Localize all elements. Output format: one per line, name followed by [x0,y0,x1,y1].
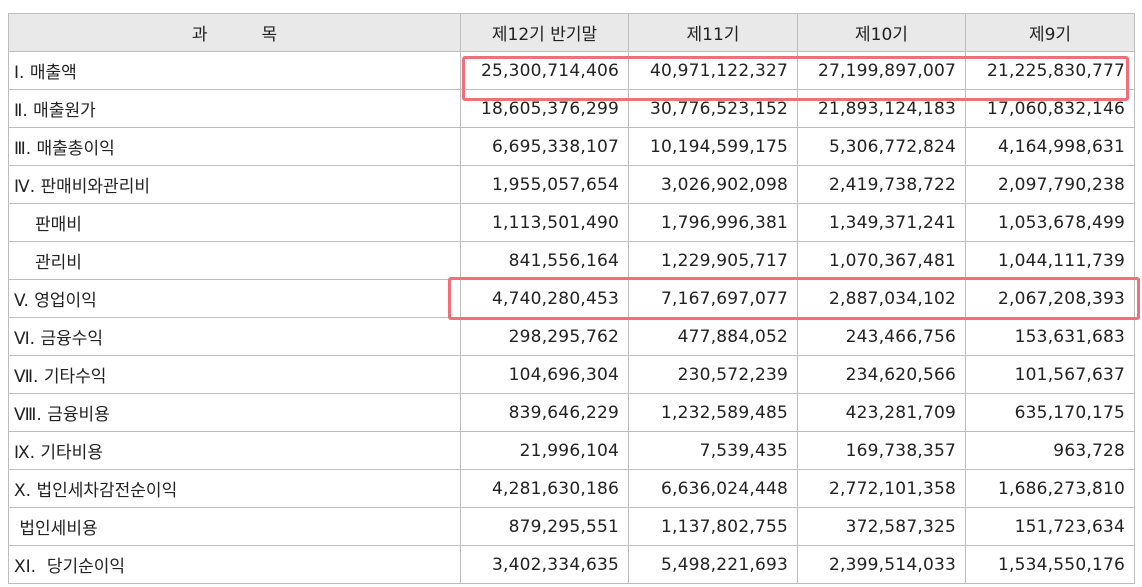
amount-cell: 4,164,998,631 [965,127,1135,166]
amount-cell: 4,740,280,453 [460,279,629,318]
amount-cell: 243,466,756 [797,317,966,356]
row-label: 관리비 [8,241,461,280]
row-label: V. 영업이익 [8,279,461,318]
row-label: Ⅱ. 매출원가 [8,89,461,128]
table-row: I. 매출액 25,300,714,406 40,971,122,327 27,199… [8,51,1135,90]
amount-cell: 4,281,630,186 [460,469,629,508]
row-label: 법인세비용 [8,507,461,546]
table-row: Ⅷ. 금융비용 839,646,229 1,232,589,485 423,281,7… [8,393,1135,432]
amount-cell: 1,053,678,499 [965,203,1135,242]
table-row: Ⅳ. 판매비와관리비 1,955,057,654 3,026,902,098 2,41… [8,165,1135,204]
table-row: 관리비 841,556,164 1,229,905,717 1,070,367,481… [8,241,1135,280]
amount-cell: 7,539,435 [628,431,798,470]
amount-cell: 101,567,637 [965,355,1135,394]
amount-cell: 153,631,683 [965,317,1135,356]
amount-cell: 1,229,905,717 [628,241,798,280]
amount-cell: 2,772,101,358 [797,469,966,508]
amount-cell: 21,225,830,777 [965,51,1135,90]
amount-cell: 3,026,902,098 [628,165,798,204]
table-row: Ⅵ. 금융수익 298,295,762 477,884,052 243,466,756… [8,317,1135,356]
table-row: XI. 당기순이익 3,402,334,635 5,498,221,693 2,399… [8,545,1135,584]
header-period-12: 제12기 반기말 [460,13,629,52]
table-row: V. 영업이익 4,740,280,453 7,167,697,077 2,887,0… [8,279,1135,318]
amount-cell: 298,295,762 [460,317,629,356]
row-label: Ⅳ. 판매비와관리비 [8,165,461,204]
table-row: Ⅸ. 기타비용 21,996,104 7,539,435 169,738,357 963… [8,431,1135,470]
row-label: Ⅷ. 금융비용 [8,393,461,432]
table-row: X. 법인세차감전순이익 4,281,630,186 6,636,024,448 2,… [8,469,1135,508]
amount-cell: 1,796,996,381 [628,203,798,242]
amount-cell: 21,893,124,183 [797,89,966,128]
row-label: I. 매출액 [8,51,461,90]
amount-cell: 2,097,790,238 [965,165,1135,204]
amount-cell: 27,199,897,007 [797,51,966,90]
amount-cell: 1,686,273,810 [965,469,1135,508]
amount-cell: 1,070,367,481 [797,241,966,280]
amount-cell: 3,402,334,635 [460,545,629,584]
amount-cell: 2,067,208,393 [965,279,1135,318]
amount-cell: 879,295,551 [460,507,629,546]
amount-cell: 25,300,714,406 [460,51,629,90]
amount-cell: 1,955,057,654 [460,165,629,204]
row-label: Ⅶ. 기타수익 [8,355,461,394]
header-row: 과 목 제12기 반기말 제11기 제10기 제9기 [8,13,1135,52]
header-account: 과 목 [8,13,461,52]
row-label: 판매비 [8,203,461,242]
row-label: Ⅵ. 금융수익 [8,317,461,356]
amount-cell: 230,572,239 [628,355,798,394]
amount-cell: 7,167,697,077 [628,279,798,318]
row-label: XI. 당기순이익 [8,545,461,584]
table-row: 법인세비용 879,295,551 1,137,802,755 372,587,325… [8,507,1135,546]
amount-cell: 372,587,325 [797,507,966,546]
amount-cell: 151,723,634 [965,507,1135,546]
header-period-10: 제10기 [797,13,966,52]
amount-cell: 1,044,111,739 [965,241,1135,280]
amount-cell: 423,281,709 [797,393,966,432]
table-row: Ⅲ. 매출총이익 6,695,338,107 10,194,599,175 5,306… [8,127,1135,166]
amount-cell: 635,170,175 [965,393,1135,432]
amount-cell: 21,996,104 [460,431,629,470]
amount-cell: 1,232,589,485 [628,393,798,432]
amount-cell: 5,306,772,824 [797,127,966,166]
amount-cell: 2,399,514,033 [797,545,966,584]
row-label: X. 법인세차감전순이익 [8,469,461,508]
amount-cell: 169,738,357 [797,431,966,470]
amount-cell: 17,060,832,146 [965,89,1135,128]
amount-cell: 1,137,802,755 [628,507,798,546]
amount-cell: 6,636,024,448 [628,469,798,508]
amount-cell: 18,605,376,299 [460,89,629,128]
amount-cell: 234,620,566 [797,355,966,394]
amount-cell: 2,419,738,722 [797,165,966,204]
amount-cell: 104,696,304 [460,355,629,394]
amount-cell: 40,971,122,327 [628,51,798,90]
table-row: 판매비 1,113,501,490 1,796,996,381 1,349,371,2… [8,203,1135,242]
amount-cell: 839,646,229 [460,393,629,432]
row-label: Ⅲ. 매출총이익 [8,127,461,166]
amount-cell: 1,349,371,241 [797,203,966,242]
amount-cell: 2,887,034,102 [797,279,966,318]
table-row: Ⅱ. 매출원가 18,605,376,299 30,776,523,152 21,89… [8,89,1135,128]
amount-cell: 30,776,523,152 [628,89,798,128]
amount-cell: 6,695,338,107 [460,127,629,166]
header-period-9: 제9기 [965,13,1135,52]
amount-cell: 963,728 [965,431,1135,470]
amount-cell: 10,194,599,175 [628,127,798,166]
amount-cell: 5,498,221,693 [628,545,798,584]
amount-cell: 841,556,164 [460,241,629,280]
amount-cell: 477,884,052 [628,317,798,356]
amount-cell: 1,534,550,176 [965,545,1135,584]
header-period-11: 제11기 [628,13,798,52]
amount-cell: 1,113,501,490 [460,203,629,242]
income-statement-table: 과 목 제12기 반기말 제11기 제10기 제9기 I. 매출액 25,300,… [8,13,1135,584]
row-label: Ⅸ. 기타비용 [8,431,461,470]
table-row: Ⅶ. 기타수익 104,696,304 230,572,239 234,620,566… [8,355,1135,394]
